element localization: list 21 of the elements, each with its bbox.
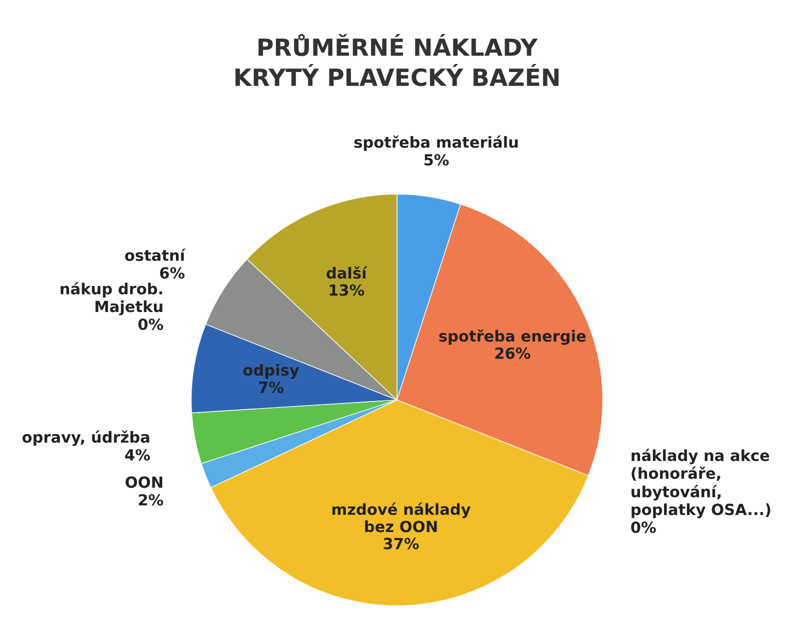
slice-label: spotřeba energie [439,329,586,345]
data-label: 4% [125,449,150,461]
data-label: 7% [259,381,284,394]
data-label: 6% [160,267,185,279]
data-label: 13% [330,284,364,296]
slice-label: odpisy [243,364,300,379]
data-label: 5% [424,154,449,166]
slice-label: spotřeba materiálu [354,135,518,151]
slice-label: OON [126,476,162,488]
text: 0% [631,521,656,534]
data-label: 37% [384,538,419,550]
text: 0% [138,318,164,330]
category-label: nákup drob. Majetku [60,282,162,316]
slice-label: mzdové náklady bez OON [332,502,471,532]
slice-label: ostatní [125,248,186,262]
slice-label: opravy, údržba [22,430,150,446]
data-label: 2% [138,494,164,506]
data-label: 26% [495,347,530,359]
category-label: náklady na akce (honoráře, ubytování, poplatky OSA...) [632,448,770,518]
chart-title: PRŮMĚRNÉ NÁKLADY KRYTÝ PLAVECKÝ BAZÉN [235,34,559,86]
slice-label: další [326,266,368,279]
